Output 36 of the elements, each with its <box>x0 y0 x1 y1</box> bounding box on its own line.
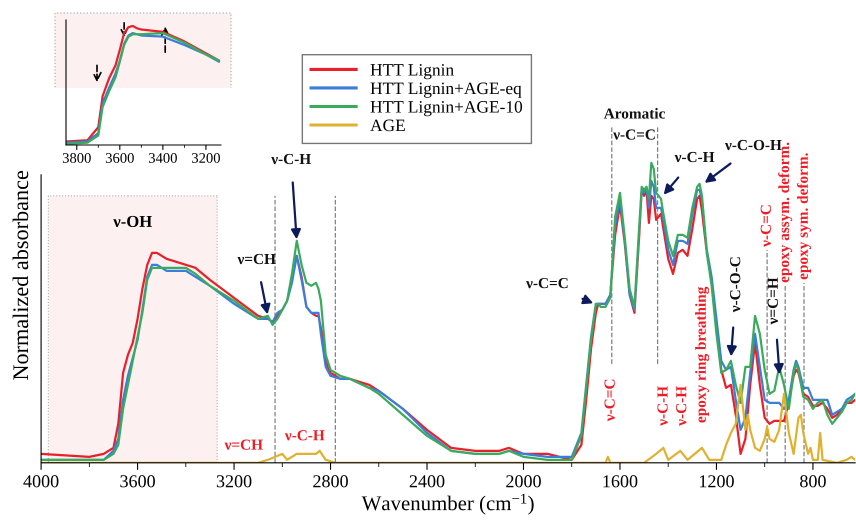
band-label: ν-OH <box>113 216 152 228</box>
annotation: epoxy ring breathing <box>695 286 710 423</box>
x-tick-label: 3200 <box>216 475 252 488</box>
x-tick-label: 3600 <box>106 153 134 163</box>
x-axis-title: Wavenumber (cm$^{−1}$) <box>362 494 534 515</box>
x-tick-label: 1200 <box>700 475 734 488</box>
legend-label: HTT Lignin+AGE-10 <box>370 101 522 116</box>
annotation: ν-C=C <box>526 278 568 288</box>
annotation: ν-C=C <box>604 380 615 422</box>
legend-label: HTT Lignin <box>370 64 454 80</box>
annotation: ν=CH <box>237 254 276 264</box>
x-tick-label: 1600 <box>604 475 638 488</box>
annotation: ν=CH <box>224 440 263 450</box>
x-tick-label: 3200 <box>192 153 220 163</box>
legend-label: AGE <box>370 120 405 132</box>
annotation: ν-C-H <box>674 152 714 162</box>
annotation: ν-C-H <box>657 386 668 426</box>
ref-line-label: ν-C=C <box>760 205 771 247</box>
ref-line-label: epoxy sym. deform. <box>796 153 812 280</box>
x-tick-label: 3800 <box>62 153 91 163</box>
annotation: ν-C-O-C <box>730 257 740 312</box>
y-axis-title: Normalized absorbance <box>12 170 28 380</box>
x-tick-label: 4000 <box>23 475 58 488</box>
annotation: ν-C-H <box>271 154 311 164</box>
x-tick-label: 3400 <box>148 153 177 163</box>
text: ν-C=C <box>613 129 655 140</box>
text: Aromatic <box>604 108 665 119</box>
annotation: ν-C-H <box>284 430 325 440</box>
x-tick-label: 3600 <box>120 475 155 488</box>
x-tick-label: 2400 <box>410 475 444 488</box>
annotation: ν-C-H <box>676 386 686 426</box>
x-tick-label: 2800 <box>313 475 348 488</box>
legend-label: HTT Lignin+AGE-eq <box>370 82 522 98</box>
x-tick-label: 2000 <box>506 475 541 488</box>
annotation: ν=C=H <box>768 278 778 324</box>
x-tick-label: 800 <box>800 475 826 488</box>
